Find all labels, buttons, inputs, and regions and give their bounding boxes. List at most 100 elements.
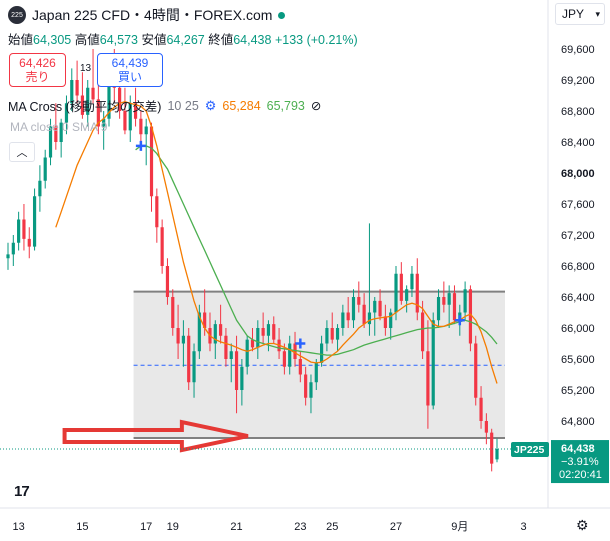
candle-body (426, 351, 430, 406)
candle-body (149, 126, 154, 197)
time-tick-label: 19 (167, 521, 179, 533)
candle-body (415, 273, 419, 313)
last-price-box (551, 440, 609, 484)
low-label: 安値 (141, 33, 167, 47)
candle-body (272, 324, 276, 340)
ma-cross-label: MA Cross (移動平均の交差) (8, 100, 162, 114)
time-tick-label: 23 (294, 521, 306, 533)
candle-body (479, 397, 483, 421)
symbol-title[interactable]: Japan 225 CFD・4時間・FOREX.com (32, 7, 273, 23)
candle-body (229, 351, 233, 359)
hide-indicator-icon[interactable]: ⊘ (310, 99, 322, 113)
candle-body (203, 312, 207, 328)
price-tick-label: 67,200 (561, 230, 595, 242)
price-tick-label: 65,600 (561, 354, 595, 366)
sell-price: 64,426 (19, 56, 56, 70)
candle-body (293, 343, 297, 359)
candle-body (298, 359, 302, 375)
tradingview-logo[interactable]: 17 (14, 483, 30, 500)
candle-body (394, 273, 398, 313)
open-label: 始値 (8, 33, 34, 47)
price-tick-label: 68,400 (561, 137, 595, 149)
candle-body (367, 312, 372, 325)
candle-body (256, 328, 260, 348)
time-tick-label: 9月 (451, 521, 468, 533)
hidden-ma-legend[interactable]: MA close 0 SMA 9 (10, 120, 107, 134)
price-tick-label: 65,200 (561, 385, 595, 397)
candle-body (181, 335, 185, 344)
candle-body (96, 99, 100, 127)
candle-body (6, 254, 10, 259)
price-tick-label: 66,000 (561, 323, 595, 335)
time-tick-label: 25 (326, 521, 338, 533)
candle-body (27, 238, 31, 247)
buy-label: 買い (117, 70, 142, 84)
candle-body (38, 180, 42, 197)
price-tick-label: 68,000 (561, 168, 595, 180)
candle-body (139, 118, 143, 135)
symbol-logo-icon: 225 (8, 6, 26, 24)
candle-body (192, 351, 196, 383)
candle-body (410, 273, 414, 290)
price-tick-label: 69,600 (561, 44, 595, 56)
annotation-arrow (62, 419, 249, 453)
candle-body (64, 103, 69, 123)
high-label: 高値 (74, 33, 100, 47)
candle-body (219, 324, 223, 336)
candle-body (160, 227, 164, 266)
settings-icon[interactable]: ⚙ (204, 97, 217, 113)
symbol-title-row[interactable]: 225 Japan 225 CFD・4時間・FOREX.com (8, 5, 286, 25)
candle-body (197, 312, 201, 352)
candle-body (22, 219, 26, 239)
candle-body (288, 343, 292, 367)
candle-body (304, 374, 308, 398)
candle-body (378, 300, 382, 317)
candle-body (171, 297, 175, 328)
candle-body (187, 335, 191, 383)
candle-body (234, 351, 239, 390)
buy-button[interactable]: 64,439 買い (97, 53, 163, 87)
close-value: 64,438 (233, 33, 272, 47)
currency-value: JPY (562, 7, 585, 21)
change-value: +133 (+0.21%) (274, 33, 358, 47)
hidden-ma-label: MA close 0 SMA 9 (10, 120, 108, 134)
currency-select[interactable]: JPY ▾ (555, 3, 605, 25)
candle-body (48, 126, 53, 158)
candle-body (357, 297, 361, 305)
overlay-layer (0, 140, 548, 453)
candle-body (495, 449, 499, 460)
candle-body (261, 328, 265, 336)
collapse-legend-button[interactable]: ︿ (9, 142, 35, 162)
candle-body (490, 432, 494, 464)
chart-settings-icon[interactable]: ⚙ (576, 517, 589, 533)
candle-body (128, 103, 132, 131)
candle-body (59, 122, 63, 142)
candle-body (399, 273, 403, 301)
candle-body (330, 328, 334, 340)
candle-body (80, 95, 85, 115)
candle-body (442, 297, 446, 305)
candle-body (314, 362, 318, 383)
candle-body (144, 126, 148, 135)
close-label: 終値 (208, 33, 234, 47)
candle-body (447, 293, 451, 305)
candle-body (133, 103, 138, 119)
price-tick-label: 66,400 (561, 292, 595, 304)
candle-body (468, 289, 473, 344)
sell-button[interactable]: 64,426 売り (9, 53, 66, 87)
candle-body (17, 219, 21, 243)
time-tick-label: 3 (521, 521, 527, 533)
market-open-status-icon (278, 11, 286, 19)
spread-value: 13 (80, 63, 92, 74)
candle-body (282, 351, 286, 367)
candle-body (463, 289, 467, 313)
candle-body (335, 328, 340, 340)
time-tick-label: 13 (13, 521, 25, 533)
low-value: 64,267 (166, 33, 205, 47)
sell-label: 売り (25, 70, 50, 84)
ma-cross-legend[interactable]: MA Cross (移動平均の交差) 10 25 ⚙ 65,284 65,793… (8, 96, 321, 115)
price-tick-label: 68,800 (561, 106, 595, 118)
candle-body (405, 289, 409, 301)
candle-body (484, 421, 488, 433)
